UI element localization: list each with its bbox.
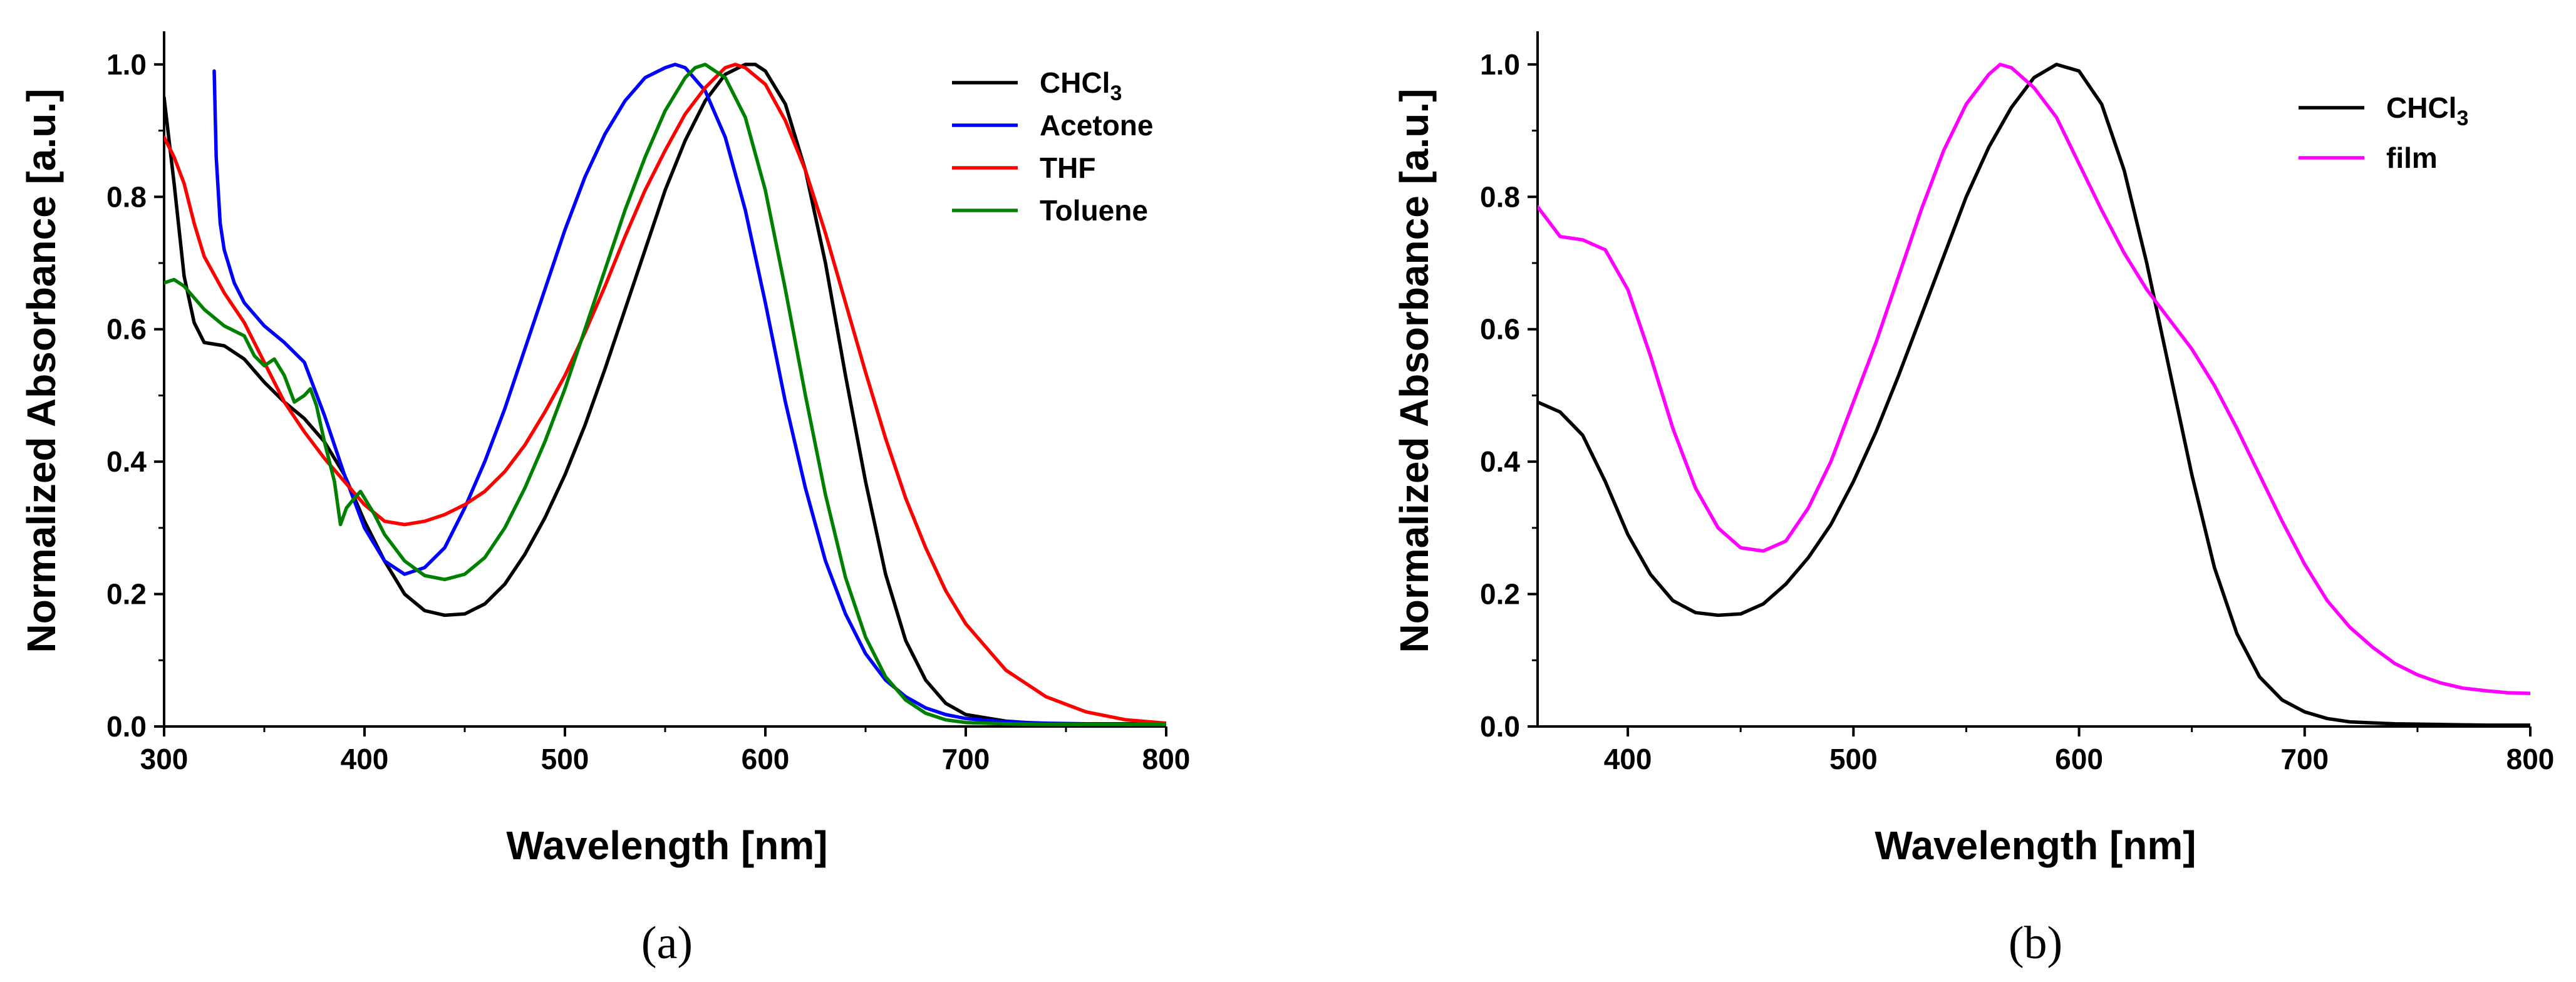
y-tick-label-a: 0.6 [106, 313, 147, 346]
series-line-film-b [1538, 63, 2530, 695]
x-tick-label-a: 600 [742, 743, 790, 775]
series-line-toluene-a [164, 63, 1166, 726]
legend-label-thf-a: THF [1040, 152, 1095, 184]
y-tick-label-a: 0.8 [106, 180, 147, 213]
y-tick-label-b: 0.0 [1480, 710, 1520, 743]
legend-a: CHCl3 Acetone THF Toluene [952, 66, 1153, 227]
x-tick-label-b: 400 [1604, 743, 1652, 775]
panel-label-a: (a) [641, 917, 693, 969]
y-tick-label-b: 0.4 [1480, 445, 1520, 478]
x-tick-label-b: 700 [2280, 743, 2329, 775]
x-tick-label-a: 500 [541, 743, 589, 775]
x-axis-title-a: Wavelength [nm] [506, 823, 827, 868]
y-tick-label-a: 1.0 [106, 48, 147, 81]
series-line-chcl3-a [164, 63, 1166, 726]
plot-area-b: 400 500 600 700 800 0.0 0.2 0.4 0.6 0.8 1.0 CHCl3 fi… [1480, 31, 2554, 775]
legend-label-toluene-a: Toluene [1040, 194, 1148, 227]
series-line-chcl3-b [1538, 63, 2530, 726]
y-tick-label-b: 1.0 [1480, 48, 1520, 81]
legend-label-film-b: film [2386, 142, 2438, 174]
series-line-thf-a [164, 63, 1166, 725]
y-axis-title-b: Normalized Absorbance [a.u.] [1392, 89, 1437, 653]
plot-area-a: 300 400 500 600 700 800 0.0 0.2 0.4 0.6 0.8 1.0 CHCl… [106, 31, 1190, 775]
y-tick-label-a: 0.4 [106, 445, 147, 478]
chart-panel-b: Normalized Absorbance [a.u.] Wavelength … [1392, 31, 2554, 969]
panel-label-b: (b) [2009, 917, 2062, 969]
x-tick-label-a: 800 [1142, 743, 1191, 775]
legend-label-acetone-a: Acetone [1040, 109, 1153, 142]
legend-label-chcl3-b: CHCl3 [2386, 91, 2468, 130]
series-line-acetone-a [212, 63, 1166, 726]
legend-b: CHCl3 film [2299, 91, 2468, 174]
x-tick-label-a: 400 [341, 743, 389, 775]
y-tick-label-b: 0.8 [1480, 180, 1520, 213]
x-tick-label-a: 700 [942, 743, 990, 775]
chart-panel-a: Normalized Absorbance [a.u.] Wavelength … [19, 31, 1190, 969]
x-axis-title-b: Wavelength [nm] [1875, 823, 2196, 868]
x-tick-label-b: 800 [2506, 743, 2555, 775]
y-axis-title-a: Normalized Absorbance [a.u.] [19, 89, 64, 653]
y-tick-label-a: 0.0 [106, 710, 147, 743]
y-tick-label-b: 0.6 [1480, 313, 1520, 346]
legend-label-chcl3-a: CHCl3 [1040, 66, 1122, 105]
y-tick-label-b: 0.2 [1480, 578, 1520, 611]
y-tick-label-a: 0.2 [106, 578, 147, 611]
x-tick-label-b: 500 [1829, 743, 1878, 775]
x-tick-label-a: 300 [140, 743, 189, 775]
x-tick-label-b: 600 [2055, 743, 2103, 775]
